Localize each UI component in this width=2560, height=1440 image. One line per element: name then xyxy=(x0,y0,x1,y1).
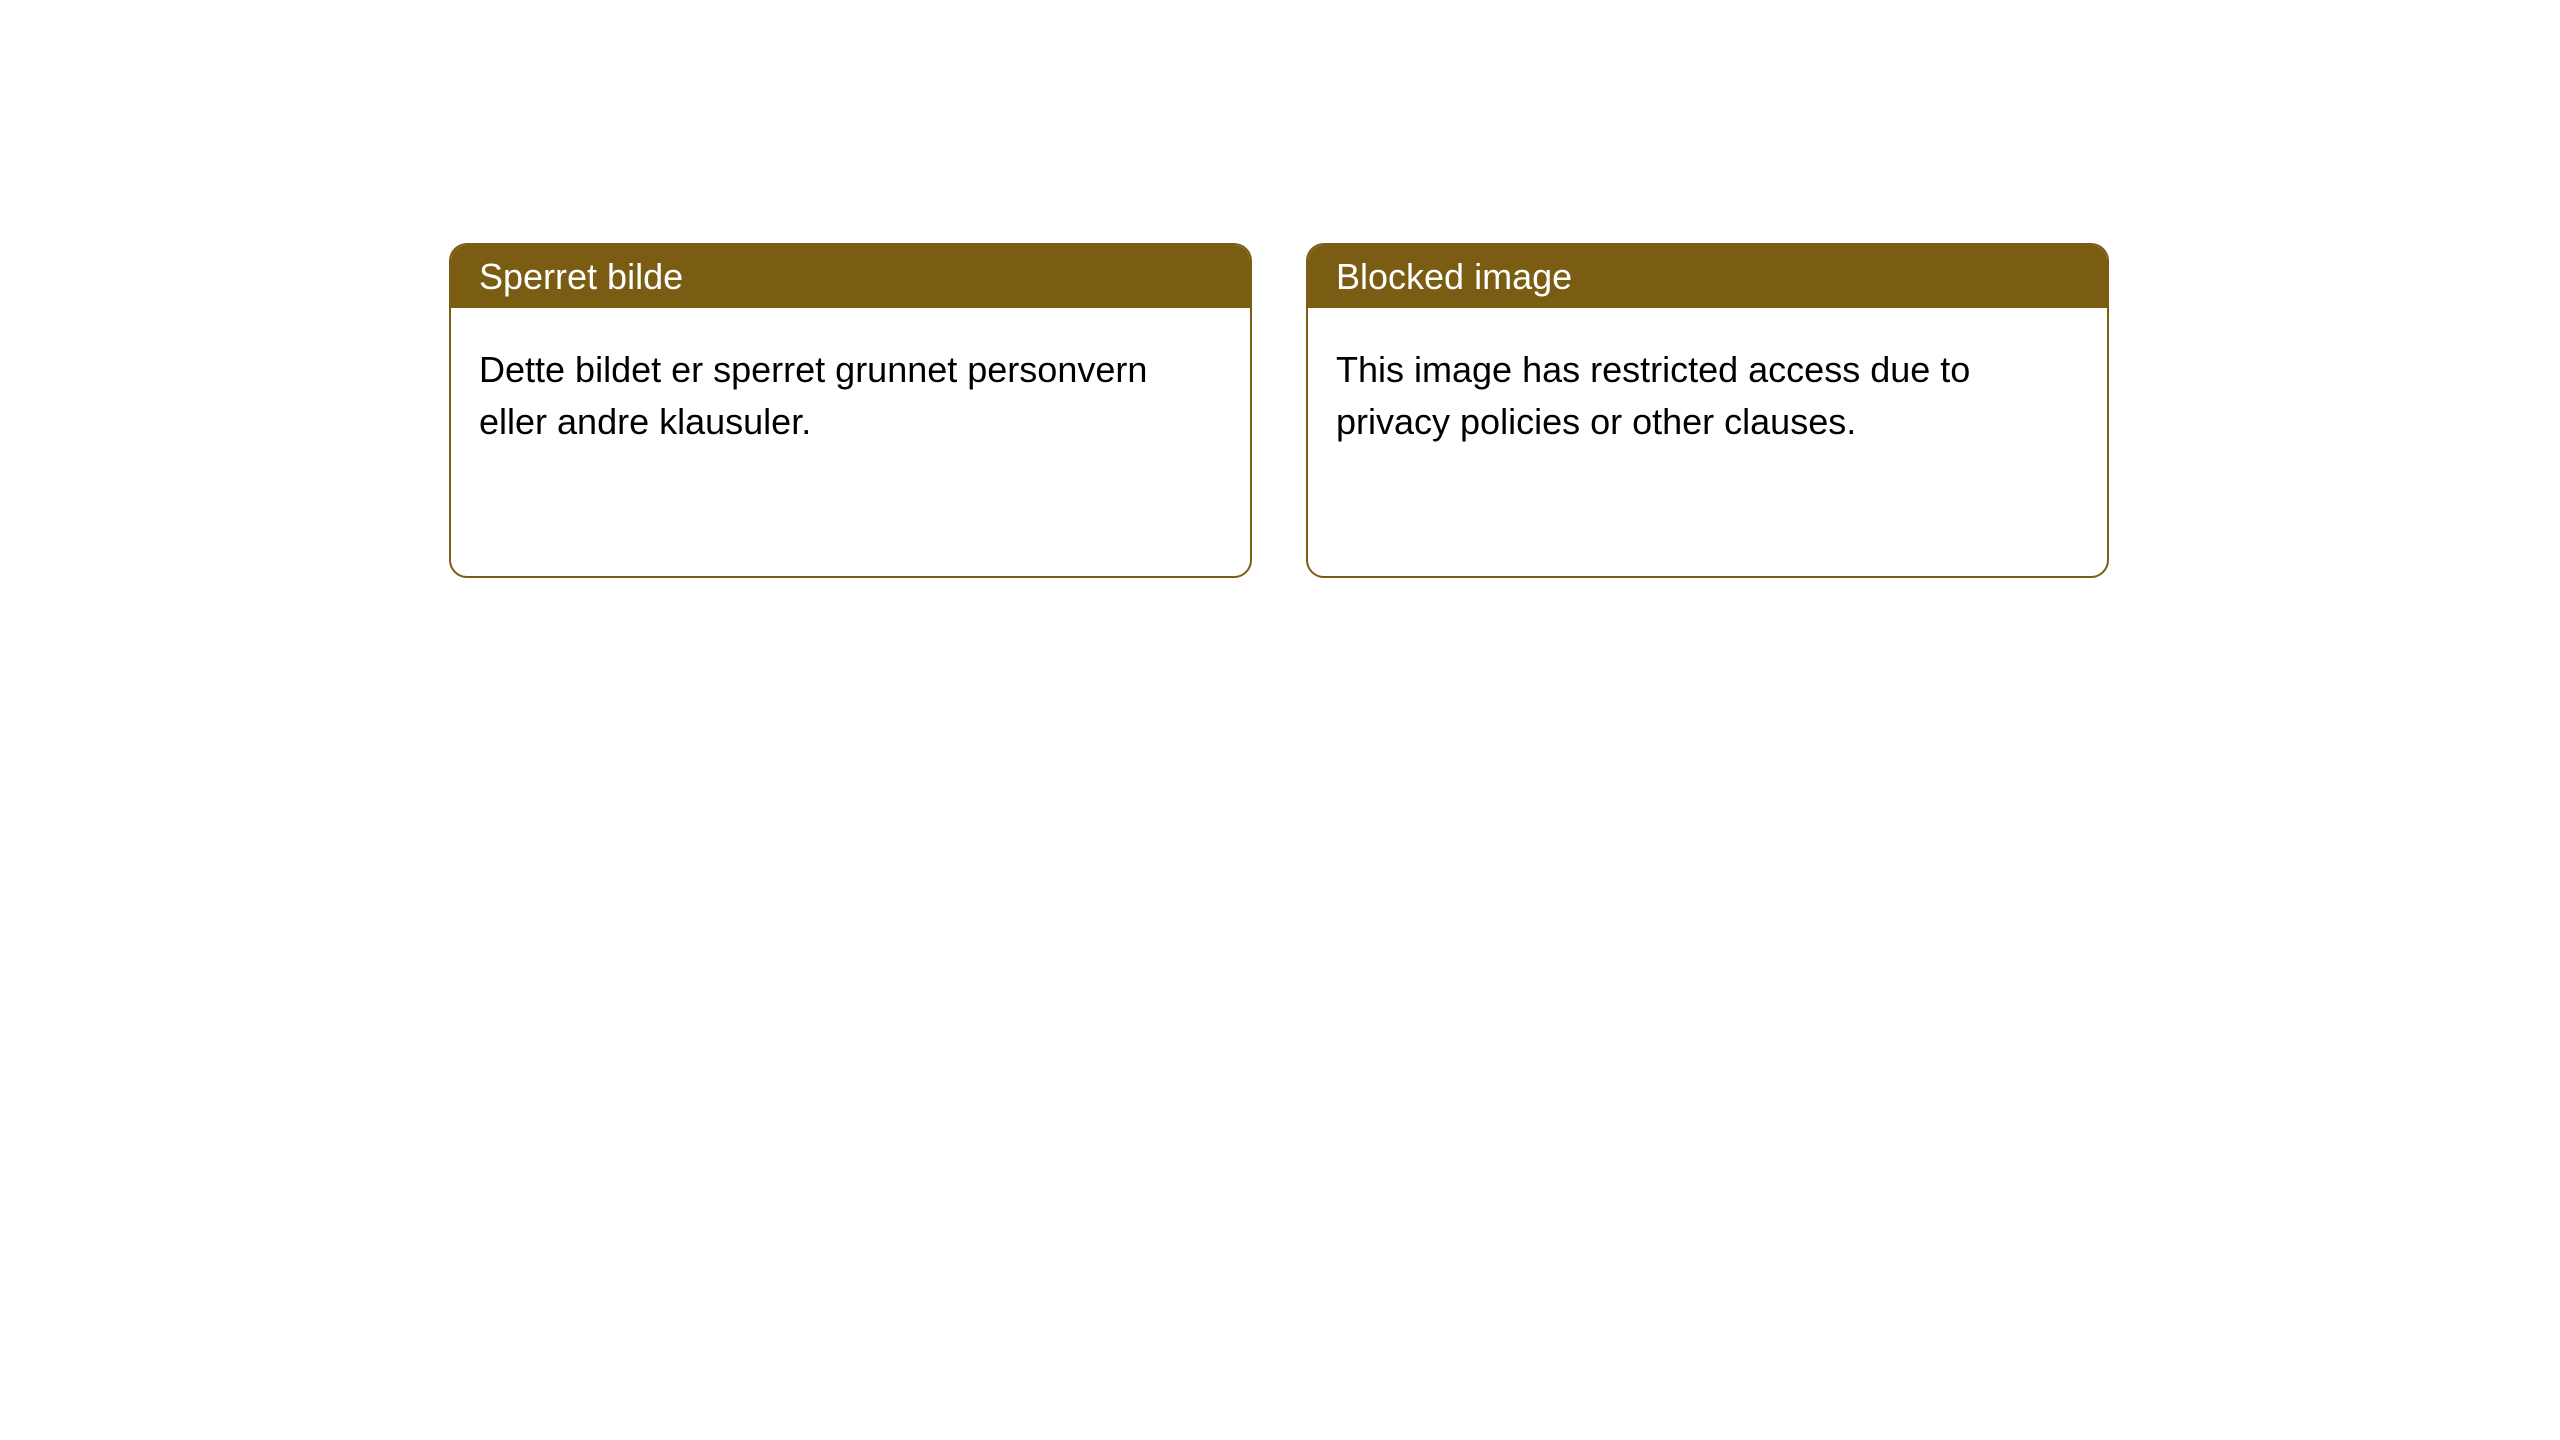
notice-container: Sperret bilde Dette bildet er sperret gr… xyxy=(0,0,2560,578)
blocked-image-card-english: Blocked image This image has restricted … xyxy=(1306,243,2109,578)
card-header: Blocked image xyxy=(1308,245,2107,308)
card-body: Dette bildet er sperret grunnet personve… xyxy=(451,308,1250,484)
card-header: Sperret bilde xyxy=(451,245,1250,308)
blocked-image-card-norwegian: Sperret bilde Dette bildet er sperret gr… xyxy=(449,243,1252,578)
card-body: This image has restricted access due to … xyxy=(1308,308,2107,484)
